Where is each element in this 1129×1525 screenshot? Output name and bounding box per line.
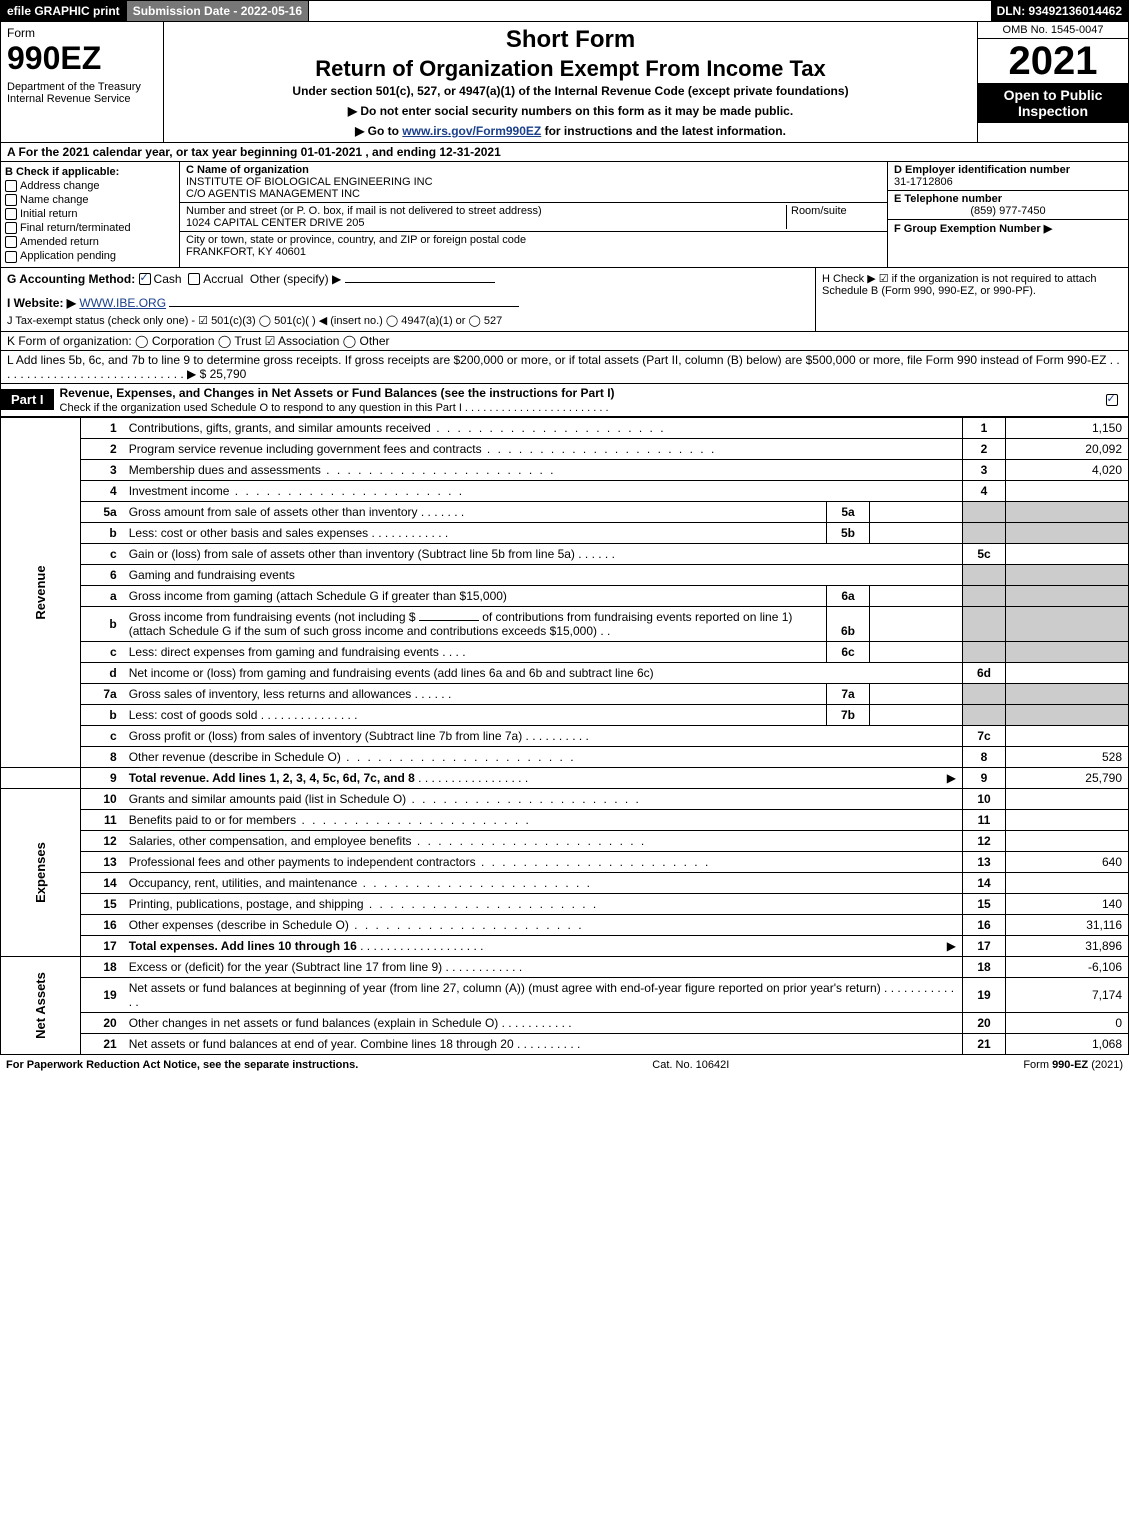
cb-name-change[interactable]: Name change: [5, 194, 175, 206]
tax-year: 2021: [978, 39, 1128, 83]
line-18-value: -6,106: [1006, 956, 1129, 977]
website-link[interactable]: WWW.IBE.ORG: [79, 296, 166, 310]
line-7a-value: [870, 683, 963, 704]
sidebar-expenses: Expenses: [1, 788, 81, 956]
cb-initial-return[interactable]: Initial return: [5, 208, 175, 220]
line-5c-value: [1006, 543, 1129, 564]
line-21-value: 1,068: [1006, 1033, 1129, 1054]
cb-address-change[interactable]: Address change: [5, 180, 175, 192]
line-12-value: [1006, 830, 1129, 851]
line-8-value: 528: [1006, 746, 1129, 767]
section-l: L Add lines 5b, 6c, and 7b to line 9 to …: [0, 351, 1129, 384]
line-9-value: 25,790: [1006, 767, 1129, 788]
line-15-value: 140: [1006, 893, 1129, 914]
section-d-e-f: D Employer identification number 31-1712…: [888, 162, 1128, 267]
line-14-value: [1006, 872, 1129, 893]
part-1-header: Part I Revenue, Expenses, and Changes in…: [0, 384, 1129, 417]
line-2-value: 20,092: [1006, 438, 1129, 459]
gross-receipts: 25,790: [210, 367, 247, 381]
telephone-value: (859) 977-7450: [894, 205, 1122, 217]
main-title: Return of Organization Exempt From Incom…: [170, 56, 971, 82]
section-g-h: G Accounting Method: Cash Accrual Other …: [0, 268, 1129, 332]
line-6b-value: [870, 606, 963, 641]
header-right: OMB No. 1545-0047 2021 Open to Public In…: [977, 22, 1128, 142]
line-1-value: 1,150: [1006, 417, 1129, 438]
section-g-i-j: G Accounting Method: Cash Accrual Other …: [1, 268, 815, 331]
line-11-value: [1006, 809, 1129, 830]
line-7b-value: [870, 704, 963, 725]
section-b: B Check if applicable: Address change Na…: [1, 162, 180, 267]
line-13-value: 640: [1006, 851, 1129, 872]
section-h: H Check ▶ ☑ if the organization is not r…: [815, 268, 1128, 331]
street-label: Number and street (or P. O. box, if mail…: [186, 205, 542, 217]
sidebar-net-assets: Net Assets: [1, 956, 81, 1054]
line-19-value: 7,174: [1006, 977, 1129, 1012]
e-label: E Telephone number: [894, 193, 1002, 205]
line-10-value: [1006, 788, 1129, 809]
line-3-value: 4,020: [1006, 459, 1129, 480]
part-1-tag: Part I: [1, 389, 54, 410]
page-footer: For Paperwork Reduction Act Notice, see …: [0, 1055, 1129, 1075]
line-17-value: 31,896: [1006, 935, 1129, 956]
top-bar: efile GRAPHIC print Submission Date - 20…: [0, 0, 1129, 22]
section-j: J Tax-exempt status (check only one) - ☑…: [7, 314, 809, 327]
cb-accrual[interactable]: [188, 273, 200, 285]
line-16-value: 31,116: [1006, 914, 1129, 935]
room-label: Room/suite: [791, 205, 847, 217]
b-title: B Check if applicable:: [5, 166, 175, 178]
cb-amended-return[interactable]: Amended return: [5, 236, 175, 248]
line-6d-value: [1006, 662, 1129, 683]
part-1-schedule-o-check[interactable]: [1098, 393, 1128, 407]
dept-name: Department of the Treasury Internal Reve…: [7, 81, 157, 105]
section-a: A For the 2021 calendar year, or tax yea…: [0, 143, 1129, 162]
city-value: FRANKFORT, KY 40601: [186, 246, 306, 258]
section-c: C Name of organization INSTITUTE OF BIOL…: [180, 162, 888, 267]
form-lines-table: Revenue 1 Contributions, gifts, grants, …: [0, 417, 1129, 1055]
line-20-value: 0: [1006, 1012, 1129, 1033]
org-name-2: C/O AGENTIS MANAGEMENT INC: [186, 188, 360, 200]
note-link: ▶ Go to www.irs.gov/Form990EZ for instru…: [170, 124, 971, 138]
street-value: 1024 CAPITAL CENTER DRIVE 205: [186, 217, 365, 229]
line-6a-value: [870, 585, 963, 606]
open-public-badge: Open to Public Inspection: [978, 83, 1128, 123]
cb-cash[interactable]: [139, 273, 151, 285]
short-form-title: Short Form: [170, 26, 971, 54]
subtitle: Under section 501(c), 527, or 4947(a)(1)…: [170, 84, 971, 98]
line-4-value: [1006, 480, 1129, 501]
footer-left: For Paperwork Reduction Act Notice, see …: [6, 1059, 358, 1071]
section-b-to-f: B Check if applicable: Address change Na…: [0, 162, 1129, 268]
header-left: Form 990EZ Department of the Treasury In…: [1, 22, 164, 142]
sidebar-revenue: Revenue: [1, 417, 81, 767]
g-label: G Accounting Method:: [7, 272, 135, 286]
omb-number: OMB No. 1545-0047: [978, 22, 1128, 39]
line-7c-value: [1006, 725, 1129, 746]
cb-application-pending[interactable]: Application pending: [5, 250, 175, 262]
f-label: F Group Exemption Number ▶: [894, 223, 1052, 235]
cb-final-return[interactable]: Final return/terminated: [5, 222, 175, 234]
line-5b-value: [870, 522, 963, 543]
submission-date: Submission Date - 2022-05-16: [127, 1, 309, 21]
note-ssn: ▶ Do not enter social security numbers o…: [170, 104, 971, 118]
form-header: Form 990EZ Department of the Treasury In…: [0, 22, 1129, 143]
dln: DLN: 93492136014462: [991, 1, 1128, 21]
ein-value: 31-1712806: [894, 176, 953, 188]
line-5a-value: [870, 501, 963, 522]
footer-form-ref: Form 990-EZ (2021): [1023, 1059, 1123, 1071]
form-word: Form: [7, 26, 157, 40]
footer-cat-no: Cat. No. 10642I: [652, 1059, 729, 1071]
part-1-title: Revenue, Expenses, and Changes in Net As…: [54, 384, 1098, 416]
header-mid: Short Form Return of Organization Exempt…: [164, 22, 977, 142]
city-label: City or town, state or province, country…: [186, 234, 526, 246]
irs-link[interactable]: www.irs.gov/Form990EZ: [402, 124, 541, 138]
i-label: I Website: ▶: [7, 296, 76, 310]
org-name-1: INSTITUTE OF BIOLOGICAL ENGINEERING INC: [186, 176, 433, 188]
section-k: K Form of organization: ◯ Corporation ◯ …: [0, 332, 1129, 351]
form-number: 990EZ: [7, 40, 157, 77]
c-name-label: C Name of organization: [186, 164, 309, 176]
efile-print-button[interactable]: efile GRAPHIC print: [1, 1, 127, 21]
d-label: D Employer identification number: [894, 164, 1070, 176]
line-6c-value: [870, 641, 963, 662]
